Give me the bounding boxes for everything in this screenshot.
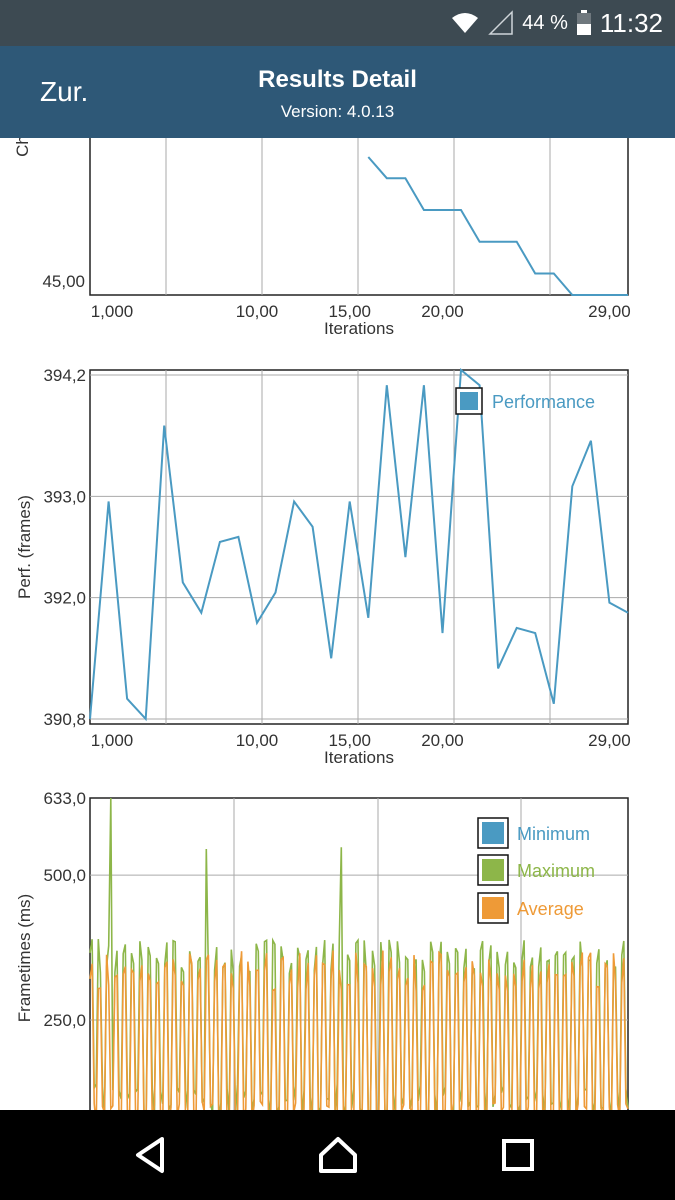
- nav-recents-button[interactable]: [458, 1110, 578, 1200]
- chart2-x-tick: 10,00: [236, 731, 279, 750]
- chart1-plot-area: [89, 138, 629, 296]
- chart2-x-tick: 29,00: [588, 731, 631, 750]
- chart1-x-axis-label: Iterations: [324, 319, 394, 338]
- battery-icon: [576, 10, 591, 35]
- recents-square-icon: [502, 1139, 534, 1171]
- chart3-legend-key-minimum: [482, 822, 504, 844]
- back-button[interactable]: Zur.: [40, 76, 89, 107]
- chart1-x-tick: 20,00: [421, 302, 464, 321]
- chart2-y-axis-label: Perf. (frames): [15, 495, 34, 599]
- chart3-series-average: [89, 950, 629, 1110]
- chart3-legend-key-maximum: [482, 859, 504, 881]
- chart2-y-tick: 390,8: [43, 710, 86, 729]
- chart2-plot-area: [89, 369, 629, 725]
- charts-canvas: 45,00 Ch 1,000 10,00 15,00 20,00 29,00 Iteratio…: [13, 138, 631, 1110]
- home-icon: [319, 1137, 357, 1173]
- triangle-back-icon: [136, 1137, 164, 1173]
- version-label: Version: 4.0.13: [280, 102, 395, 121]
- chart1-y-tick: 45,00: [42, 272, 85, 291]
- chart3-y-tick: 500,0: [43, 866, 86, 885]
- chart3-y-tick: 250,0: [43, 1011, 86, 1030]
- chart2-x-tick: 20,00: [421, 731, 464, 750]
- results-content[interactable]: 45,00 Ch 1,000 10,00 15,00 20,00 29,00 Iteratio…: [0, 138, 675, 1110]
- chart3-legend-label-average: Average: [517, 899, 584, 919]
- battery-percent: 44 %: [522, 11, 568, 34]
- chart1-series-line: [367, 156, 628, 296]
- page-title: Results Detail: [258, 66, 417, 93]
- chart2-x-tick: 1,000: [91, 731, 134, 750]
- chart1-x-tick: 15,00: [328, 302, 371, 321]
- nav-back-button[interactable]: [90, 1110, 210, 1200]
- chart3-y-axis-label: Frametimes (ms): [15, 894, 34, 1022]
- status-bar: 44 % 11:32: [0, 0, 675, 46]
- chart1-x-tick: 29,00: [588, 302, 631, 321]
- clock: 11:32: [599, 7, 663, 38]
- chart2-x-axis-label: Iterations: [324, 748, 394, 767]
- chart3-y-tick: 633,0: [43, 789, 86, 808]
- chart2-legend-key: [460, 392, 478, 410]
- chart3-legend-key-average: [482, 897, 504, 919]
- chart2-y-tick: 394,2: [43, 366, 86, 385]
- chart1-x-tick: 10,00: [236, 302, 279, 321]
- wifi-icon: [452, 13, 479, 33]
- chart2-legend-label: Performance: [492, 392, 595, 412]
- chart2-y-tick: 393,0: [43, 487, 86, 506]
- chart3-legend-label-maximum: Maximum: [517, 861, 595, 881]
- chart1-y-axis-label: Ch: [13, 138, 32, 157]
- chart2-x-tick: 15,00: [328, 731, 371, 750]
- app-bar: Zur. Results Detail Version: 4.0.13: [0, 46, 675, 138]
- chart3-legend-label-minimum: Minimum: [517, 824, 590, 844]
- nav-home-button[interactable]: [278, 1110, 398, 1200]
- chart2-y-tick: 392,0: [43, 589, 86, 608]
- navigation-bar: [0, 1110, 675, 1200]
- signal-icon: [488, 10, 514, 35]
- chart2-series-line: [89, 368, 629, 722]
- chart1-x-tick: 1,000: [91, 302, 134, 321]
- status-icons: 44 % 11:32: [450, 0, 663, 46]
